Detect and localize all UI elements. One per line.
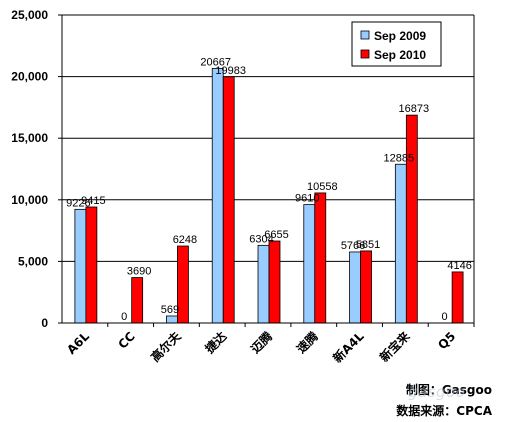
bar-sep-2010 xyxy=(360,250,372,324)
bars xyxy=(74,67,464,324)
bar-sep-2010 xyxy=(314,192,327,324)
x-category-label: 速腾 xyxy=(293,328,321,356)
data-label: 5766 xyxy=(341,240,365,252)
bar-sep-2009 xyxy=(257,244,270,324)
credit-data-source: 数据来源：CPCA xyxy=(396,404,492,418)
bar-sep-2010 xyxy=(268,240,281,324)
bar-sep-2010 xyxy=(405,114,418,324)
bar-sep-2009 xyxy=(211,67,224,324)
legend-swatch-sep-2010 xyxy=(360,49,370,59)
bar-sep-2009 xyxy=(394,163,407,324)
legend-swatch-sep-2009 xyxy=(360,30,370,40)
y-tick-label: 0 xyxy=(41,316,48,330)
legend-label-sep-2010: Sep 2010 xyxy=(374,48,426,62)
legend: Sep 2009 Sep 2010 xyxy=(351,21,442,67)
data-label: 4146 xyxy=(447,260,471,272)
data-label: 20667 xyxy=(200,56,231,68)
data-label: 10558 xyxy=(307,181,338,193)
data-label: 569 xyxy=(161,304,179,316)
y-tick-label: 15,000 xyxy=(11,131,48,145)
data-label: 0 xyxy=(442,311,448,323)
bar-sep-2009 xyxy=(349,251,361,324)
data-label: 12885 xyxy=(384,152,415,164)
data-label: 6304 xyxy=(249,233,273,245)
x-category-label: 新A4L xyxy=(330,328,367,365)
bar-sep-2009 xyxy=(74,208,87,324)
legend-label-sep-2009: Sep 2009 xyxy=(374,29,426,43)
data-label: 9610 xyxy=(295,193,319,205)
data-label: 5851 xyxy=(356,239,380,251)
watermark-logo: gasgoo xyxy=(408,383,466,401)
x-category-label: 捷达 xyxy=(202,329,230,357)
x-category-label: A6L xyxy=(64,329,92,357)
bar-sep-2009 xyxy=(303,204,316,324)
y-tick-label: 10,000 xyxy=(11,193,48,207)
x-category-label: CC xyxy=(115,329,137,351)
credit-chart-maker: 制图：Gasgoo xyxy=(405,383,492,397)
data-label: 9415 xyxy=(81,195,105,207)
x-category-label: Q5 xyxy=(435,329,458,352)
bar-sep-2009 xyxy=(166,315,178,324)
data-label: 19983 xyxy=(215,65,246,77)
y-tick-label: 20,000 xyxy=(11,70,48,84)
y-tick-label: 5,000 xyxy=(18,254,48,268)
x-category-label: 高尔夫 xyxy=(147,328,184,365)
bar-sep-2010 xyxy=(451,271,464,324)
x-category-label: 迈腾 xyxy=(248,328,276,356)
data-label: 6248 xyxy=(173,234,197,246)
legend-box xyxy=(351,21,442,67)
data-label: 6655 xyxy=(264,229,288,241)
data-label: 3690 xyxy=(127,266,151,278)
x-category-label: 新宝来 xyxy=(376,328,413,365)
bar-sep-2010 xyxy=(131,277,144,324)
bar-sep-2010 xyxy=(85,206,98,324)
data-label: 0 xyxy=(121,311,127,323)
bar-sep-2010 xyxy=(222,76,235,324)
data-label: 16873 xyxy=(399,103,430,115)
y-tick-label: 25,000 xyxy=(11,8,48,22)
data-label: 9226 xyxy=(66,197,90,209)
